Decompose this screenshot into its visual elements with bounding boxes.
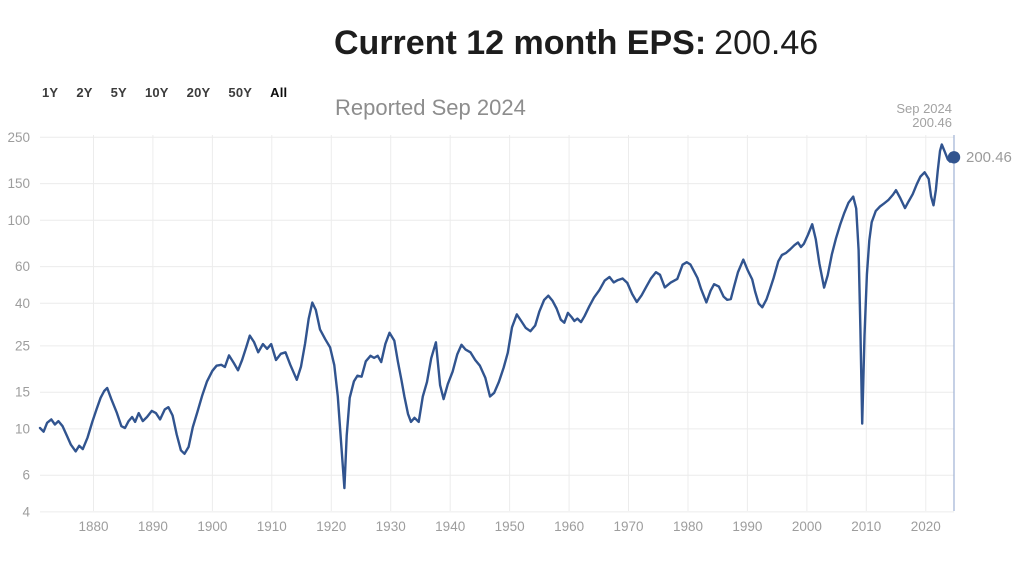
x-tick-label: 1930 [376,519,406,534]
x-tick-label: 1910 [257,519,287,534]
y-tick-label: 40 [15,296,30,311]
range-button-50y[interactable]: 50Y [228,85,253,100]
report-date-subtitle: Reported Sep 2024 [335,95,526,120]
y-tick-label: 250 [7,130,30,145]
range-button-5y[interactable]: 5Y [110,85,127,100]
x-tick-label: 1900 [197,519,227,534]
range-button-10y[interactable]: 10Y [144,85,169,100]
title-value: 200.46 [714,24,819,62]
y-tick-label: 100 [7,213,30,228]
y-tick-label: 6 [22,468,30,483]
eps-line [38,143,956,490]
x-tick-label: 1980 [673,519,703,534]
x-tick-label: 2020 [911,519,941,534]
range-button-1y[interactable]: 1Y [42,85,59,100]
y-tick-label: 60 [15,259,30,274]
x-tick-label: 1920 [316,519,346,534]
x-tick-label: 1890 [138,519,168,534]
y-tick-label: 10 [15,421,30,436]
x-tick-label: 1880 [78,519,108,534]
x-tick-label: 1960 [554,519,584,534]
y-tick-label: 25 [15,338,30,353]
tooltip-value: 200.46 [912,115,952,130]
x-tick-label: 2000 [792,519,822,534]
x-tick-label: 1990 [732,519,762,534]
latest-point-marker [947,151,961,164]
y-tick-label: 4 [22,504,30,519]
crosshair-tooltip: Sep 2024 200.46 [896,102,952,130]
y-tick-label: 15 [15,385,30,400]
x-tick-label: 1970 [613,519,643,534]
x-tick-label: 1950 [495,519,525,534]
latest-value-label: 200.46 [966,149,1012,166]
x-tick-label: 2010 [851,519,881,534]
y-tick-label: 150 [7,176,30,191]
range-button-all[interactable]: All [270,85,288,100]
range-selector: 1Y 2Y 5Y 10Y 20Y 50Y All [42,85,287,100]
title-label: Current 12 month EPS: [334,24,707,62]
range-button-20y[interactable]: 20Y [186,85,211,100]
range-button-2y[interactable]: 2Y [76,85,93,100]
x-tick-label: 1940 [435,519,465,534]
tooltip-date: Sep 2024 [896,101,952,116]
page-title: Current 12 month EPS: 200.46 [334,24,818,63]
